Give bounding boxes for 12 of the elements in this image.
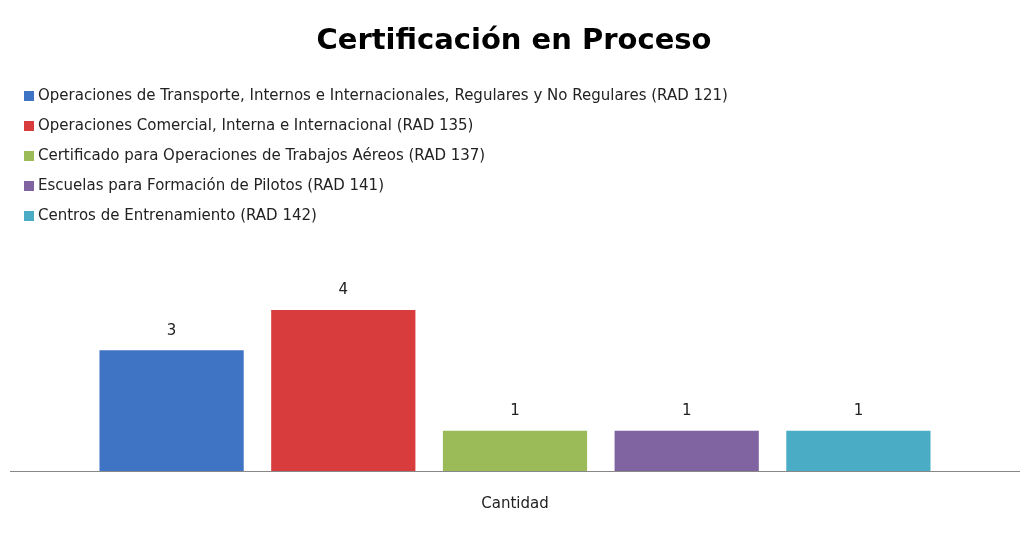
data-label: 3	[166, 320, 177, 339]
legend-label: Operaciones Comercial, Interna e Internacional (RAD 135)	[38, 116, 474, 134]
legend-label: Centros de Entrenamiento (RAD 142)	[38, 206, 317, 224]
data-label: 1	[681, 401, 692, 420]
x-axis-title: Cantidad	[481, 493, 549, 512]
data-label: 1	[510, 401, 520, 420]
legend-label: Certificado para Operaciones de Trabajos Aéreos (RAD 137)	[38, 146, 486, 164]
data-label: 4	[338, 280, 349, 299]
data-label: 1	[853, 401, 864, 420]
legend-label: Escuelas para Formación de Pilotos (RAD 141)	[38, 176, 385, 194]
chart-title: Certificación en Proceso	[315, 22, 713, 56]
legend-label: Operaciones de Transporte, Internos e Internacionales, Regulares y No Regulares (RAD 121)	[38, 86, 728, 104]
